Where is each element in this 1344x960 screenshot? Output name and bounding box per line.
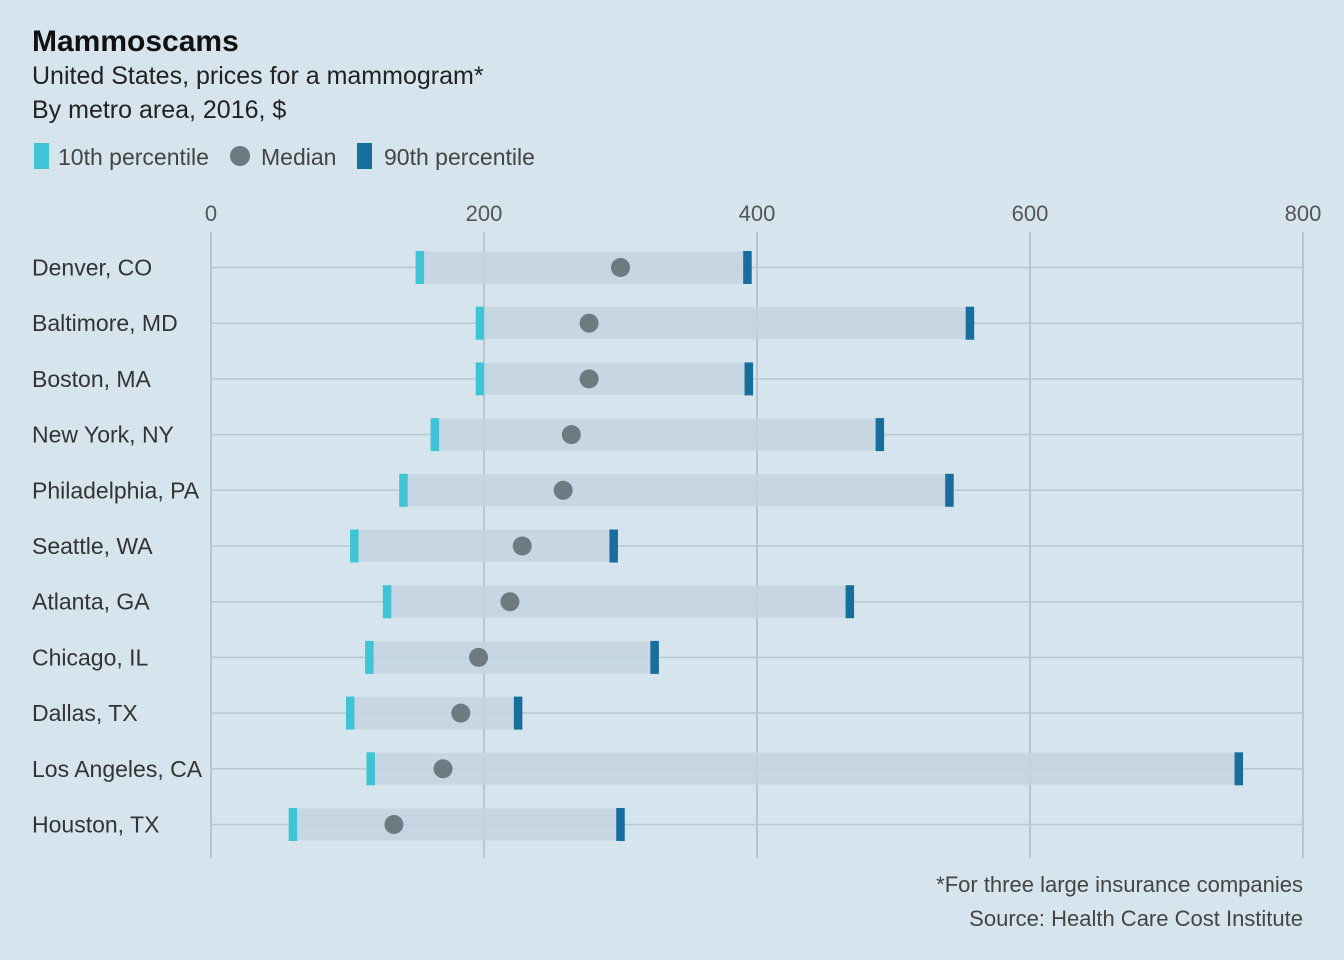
- x-tick-label: 600: [1012, 201, 1049, 226]
- category-label: Philadelphia, PA: [32, 477, 200, 503]
- range-bar: [350, 697, 519, 730]
- median-dot: [384, 815, 404, 834]
- p10-mark: [430, 418, 440, 452]
- p10-mark: [475, 306, 485, 340]
- legend-swatch-p10: [34, 143, 49, 169]
- p90-mark: [743, 251, 752, 284]
- category-label: Boston, MA: [32, 366, 152, 392]
- p10-mark: [475, 362, 485, 396]
- median-dot: [451, 703, 471, 723]
- category-label: Chicago, IL: [32, 644, 149, 670]
- p90-mark: [945, 473, 954, 507]
- chart-subtitle-line-2: By metro area, 2016, $: [32, 96, 286, 124]
- x-tick-label: 800: [1285, 201, 1322, 226]
- p90-mark: [616, 808, 625, 841]
- category-row: Los Angeles, CA: [32, 752, 1303, 786]
- chart-subtitle-line-1: United States, prices for a mammogram*: [32, 62, 484, 90]
- category-row: Philadelphia, PA: [32, 473, 1303, 507]
- source-note: Source: Health Care Cost Institute: [969, 906, 1303, 931]
- p90-mark: [875, 418, 885, 452]
- range-bar: [370, 752, 1239, 785]
- median-dot: [512, 536, 532, 556]
- p10-mark: [288, 808, 298, 841]
- data-rows: Denver, CO Baltimore, MD Boston, MA New Yor…: [32, 251, 1303, 841]
- category-row: New York, NY: [32, 418, 1303, 452]
- p10-mark: [345, 696, 355, 730]
- category-row: Denver, CO: [32, 251, 1303, 284]
- p90-mark: [1234, 752, 1244, 786]
- category-label: Denver, CO: [32, 255, 152, 281]
- category-label: Dallas, TX: [32, 700, 138, 726]
- p90-mark: [609, 529, 618, 563]
- p90-mark: [513, 696, 523, 730]
- legend-swatch-p90: [357, 143, 372, 169]
- category-row: Seattle, WA: [32, 529, 1303, 563]
- p10-mark: [382, 585, 392, 619]
- median-dot: [469, 647, 489, 667]
- p90-mark: [650, 640, 659, 674]
- chart-title: Mammoscams: [32, 25, 239, 58]
- median-dot: [553, 480, 573, 500]
- x-axis: 0 200 400 600 800: [205, 201, 1321, 226]
- p10-mark: [415, 251, 425, 284]
- category-row: Houston, TX: [32, 808, 1303, 841]
- category-label: Seattle, WA: [32, 533, 153, 559]
- category-row: Dallas, TX: [32, 696, 1303, 730]
- range-bar: [403, 474, 950, 507]
- range-bar: [419, 251, 748, 284]
- legend-label-p90: 90th percentile: [384, 144, 535, 170]
- x-tick-label: 0: [205, 201, 217, 226]
- x-tick-label: 200: [466, 201, 503, 226]
- range-bar: [387, 585, 850, 618]
- median-dot: [611, 258, 630, 277]
- footnote: *For three large insurance companies: [936, 872, 1303, 897]
- legend: 10th percentile Median 90th percentile: [34, 143, 535, 170]
- median-dot: [579, 369, 599, 389]
- p90-mark: [744, 362, 754, 396]
- legend-label-median: Median: [261, 144, 336, 170]
- median-dot: [561, 425, 581, 445]
- range-bar: [369, 641, 655, 674]
- category-label: Houston, TX: [32, 812, 159, 838]
- category-label: New York, NY: [32, 422, 174, 448]
- range-bar: [292, 808, 621, 841]
- range-bar: [434, 418, 880, 451]
- median-dot: [579, 313, 599, 333]
- x-tick-label: 400: [739, 201, 776, 226]
- median-dot: [500, 592, 520, 612]
- range-bar: [479, 362, 749, 395]
- category-row: Boston, MA: [32, 362, 1303, 396]
- p10-mark: [366, 752, 375, 786]
- category-label: Baltimore, MD: [32, 310, 178, 336]
- median-dot: [433, 759, 453, 779]
- range-bar: [354, 530, 614, 562]
- category-label: Los Angeles, CA: [32, 756, 203, 782]
- p90-mark: [965, 306, 975, 340]
- p10-mark: [399, 473, 408, 507]
- range-bar: [479, 307, 970, 340]
- p90-mark: [845, 585, 855, 619]
- p10-mark: [350, 529, 359, 563]
- legend-label-p10: 10th percentile: [58, 144, 209, 170]
- legend-swatch-median: [230, 146, 250, 166]
- p10-mark: [365, 640, 374, 674]
- category-label: Atlanta, GA: [32, 589, 150, 615]
- category-row: Atlanta, GA: [32, 585, 1303, 619]
- category-row: Chicago, IL: [32, 640, 1303, 674]
- category-row: Baltimore, MD: [32, 306, 1303, 340]
